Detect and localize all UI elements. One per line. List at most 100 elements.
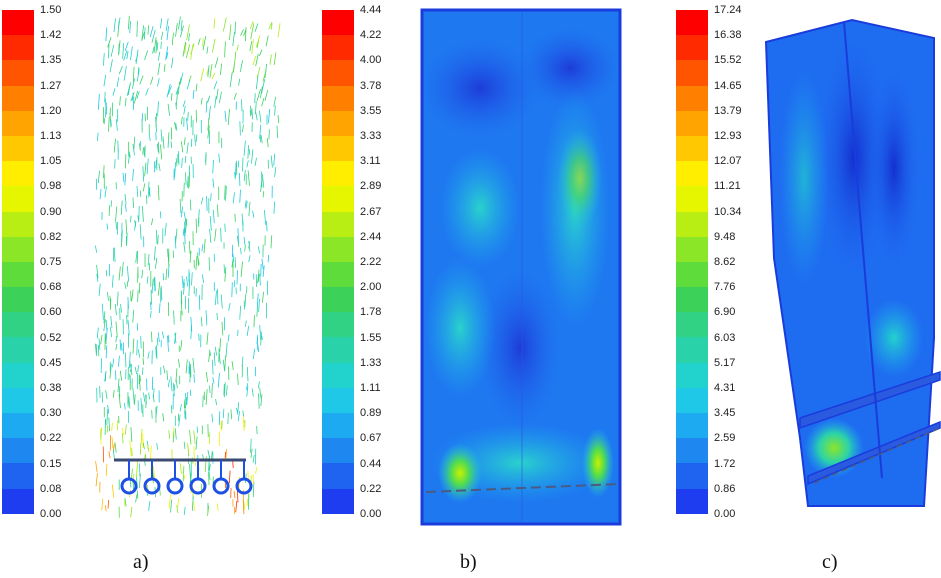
velocity-vector	[200, 197, 204, 205]
legend-tick-label: 4.31	[714, 382, 736, 394]
velocity-vector	[179, 404, 182, 412]
velocity-vector	[121, 261, 124, 277]
velocity-vector	[207, 117, 210, 131]
velocity-vector	[123, 66, 127, 81]
velocity-vector	[141, 31, 145, 40]
legend-tick-label: 0.00	[360, 508, 382, 520]
colorbar-segment	[322, 85, 354, 111]
velocity-vector	[115, 321, 118, 338]
velocity-vector	[170, 141, 173, 149]
velocity-vector	[259, 110, 262, 123]
velocity-vector	[149, 445, 152, 461]
velocity-vector	[258, 269, 260, 282]
velocity-vector	[111, 274, 114, 288]
legend-tick-label: 1.78	[360, 306, 382, 319]
legend-tick-label: 0.86	[714, 482, 736, 495]
legend-tick-label: 2.89	[360, 180, 382, 193]
velocity-vector	[134, 366, 138, 375]
velocity-vector	[136, 20, 138, 37]
velocity-vector	[155, 405, 158, 418]
velocity-vector	[175, 22, 178, 37]
legend-tick-label: 0.15	[40, 457, 62, 470]
colorbar-segment	[676, 312, 708, 338]
velocity-vector	[135, 49, 139, 65]
colorbar-segment	[322, 110, 354, 136]
velocity-vector	[227, 334, 230, 342]
velocity-vector	[188, 361, 191, 373]
velocity-vector	[150, 218, 154, 226]
legend-tick-label: 0.67	[360, 432, 382, 445]
velocity-vector	[214, 96, 217, 108]
velocity-vector	[240, 261, 243, 277]
velocity-vector	[233, 92, 237, 100]
colorbar-segment	[322, 211, 354, 237]
velocity-vector	[245, 201, 248, 209]
velocity-vector	[259, 273, 261, 286]
legend-tick-label: 16.38	[714, 29, 742, 42]
velocity-vector	[185, 172, 187, 185]
velocity-vector	[235, 501, 238, 513]
colorbar-segment	[676, 337, 708, 363]
velocity-vector	[150, 76, 154, 85]
velocity-vector	[160, 129, 163, 142]
velocity-vector	[115, 336, 117, 343]
legend-tick-label: 0.00	[714, 508, 736, 520]
velocity-vector	[103, 52, 105, 66]
velocity-vector	[131, 289, 134, 302]
colorbar-segment	[2, 387, 34, 413]
velocity-vector	[206, 196, 208, 211]
legend-tick-label: 1.20	[40, 104, 62, 117]
velocity-vector	[137, 215, 140, 223]
velocity-vector	[218, 411, 221, 425]
velocity-vector	[135, 494, 138, 503]
velocity-vector	[158, 163, 161, 172]
velocity-vector	[129, 21, 131, 34]
velocity-vector	[246, 160, 249, 168]
velocity-vector	[120, 303, 122, 313]
velocity-vector	[101, 303, 104, 320]
colorbar-a	[2, 10, 34, 514]
velocity-vector	[154, 276, 156, 291]
velocity-vector	[239, 189, 241, 203]
velocity-vector	[152, 388, 155, 399]
colorbar-segment	[676, 10, 708, 36]
velocity-vector	[127, 297, 129, 309]
velocity-vector	[132, 388, 135, 405]
velocity-vector	[108, 205, 111, 216]
velocity-vector	[257, 246, 261, 254]
velocity-vector	[211, 38, 216, 53]
velocity-vector	[139, 224, 142, 240]
velocity-vector	[100, 334, 103, 345]
velocity-vector	[148, 500, 151, 511]
velocity-vector	[277, 23, 281, 38]
velocity-vector	[273, 52, 277, 66]
velocity-vector	[247, 145, 249, 159]
velocity-vector	[160, 18, 163, 29]
velocity-vector	[183, 399, 186, 409]
velocity-vector	[105, 270, 108, 277]
velocity-vector	[266, 138, 269, 148]
velocity-vector	[239, 305, 242, 320]
velocity-vector	[132, 338, 135, 354]
velocity-vector	[124, 424, 127, 435]
velocity-vector	[260, 134, 263, 144]
velocity-vector	[103, 74, 107, 87]
colorbar-segment	[676, 261, 708, 288]
colorbar-segment	[676, 438, 708, 464]
legend-tick-label: 0.90	[40, 205, 62, 218]
velocity-vector	[260, 394, 263, 407]
velocity-vector	[172, 382, 175, 397]
velocity-vector	[276, 125, 279, 139]
velocity-vector	[101, 498, 104, 511]
velocity-vector	[273, 201, 276, 214]
velocity-vector	[216, 88, 219, 100]
velocity-vector	[103, 311, 106, 324]
velocity-vector	[105, 390, 108, 400]
velocity-vector	[262, 191, 265, 198]
velocity-vector	[203, 238, 206, 254]
velocity-vector	[258, 298, 260, 313]
velocity-vector	[195, 255, 198, 271]
velocity-vector	[108, 43, 110, 59]
velocity-vector	[214, 346, 218, 356]
velocity-vector	[183, 473, 186, 480]
